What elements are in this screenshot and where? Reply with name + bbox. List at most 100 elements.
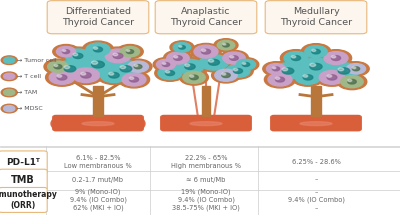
Circle shape [64, 66, 70, 69]
Circle shape [348, 79, 352, 81]
Circle shape [134, 64, 138, 66]
Circle shape [81, 72, 91, 78]
Text: → MDSC: → MDSC [17, 106, 43, 111]
Circle shape [346, 64, 366, 74]
FancyBboxPatch shape [0, 187, 47, 212]
Circle shape [1, 88, 17, 97]
Circle shape [338, 68, 350, 74]
Circle shape [242, 63, 246, 64]
Circle shape [284, 52, 308, 64]
FancyBboxPatch shape [161, 115, 251, 131]
Circle shape [312, 49, 316, 51]
Circle shape [109, 72, 114, 75]
Circle shape [126, 50, 134, 54]
Text: 0.2-1.7 mut/Mb: 0.2-1.7 mut/Mb [72, 177, 124, 183]
Circle shape [217, 40, 235, 50]
Circle shape [92, 61, 98, 64]
Circle shape [53, 45, 79, 59]
Circle shape [264, 71, 296, 88]
Circle shape [273, 63, 303, 79]
Circle shape [49, 71, 75, 84]
Circle shape [332, 56, 336, 58]
Circle shape [327, 75, 337, 80]
Circle shape [55, 61, 85, 77]
Circle shape [109, 72, 119, 78]
Circle shape [155, 65, 185, 81]
Circle shape [282, 68, 294, 74]
Circle shape [295, 71, 321, 84]
Circle shape [120, 46, 140, 57]
Circle shape [173, 58, 207, 76]
Text: 22.2% - 65%
High membranous %: 22.2% - 65% High membranous % [171, 155, 241, 169]
Circle shape [319, 71, 345, 84]
Circle shape [343, 62, 369, 76]
Circle shape [352, 67, 360, 71]
Circle shape [272, 67, 280, 71]
Text: –: – [314, 177, 318, 183]
Circle shape [191, 43, 221, 60]
Circle shape [69, 66, 103, 84]
Text: 6.25% - 28.6%: 6.25% - 28.6% [292, 159, 340, 165]
Text: Medullary
Thyroid Cancer: Medullary Thyroid Cancer [280, 7, 352, 27]
Circle shape [301, 44, 331, 60]
Circle shape [303, 75, 308, 77]
Circle shape [300, 58, 332, 75]
Circle shape [303, 75, 313, 80]
Circle shape [122, 73, 146, 86]
Circle shape [263, 62, 289, 76]
Text: → Tumor cell: → Tumor cell [17, 58, 57, 63]
Circle shape [208, 59, 214, 62]
Circle shape [352, 67, 356, 69]
Text: → TAM: → TAM [17, 90, 38, 95]
Circle shape [57, 75, 62, 77]
Circle shape [233, 58, 259, 71]
Circle shape [54, 64, 62, 69]
Circle shape [337, 74, 367, 90]
Circle shape [124, 59, 152, 74]
Circle shape [316, 69, 348, 86]
Ellipse shape [51, 118, 65, 129]
Circle shape [164, 50, 192, 66]
Circle shape [196, 53, 232, 72]
Circle shape [276, 77, 280, 79]
Text: ≈ 6 mut/Mb: ≈ 6 mut/Mb [186, 177, 226, 183]
Circle shape [4, 89, 15, 95]
Text: TMB: TMB [11, 175, 35, 184]
FancyBboxPatch shape [271, 115, 361, 131]
FancyBboxPatch shape [155, 1, 257, 34]
Circle shape [1, 104, 17, 113]
Circle shape [282, 68, 288, 71]
Circle shape [64, 66, 76, 72]
Text: PD-L1ᵀ: PD-L1ᵀ [6, 158, 40, 167]
Circle shape [234, 69, 238, 71]
FancyBboxPatch shape [47, 1, 149, 34]
Circle shape [56, 46, 76, 57]
Circle shape [111, 61, 141, 77]
Circle shape [94, 47, 98, 49]
Circle shape [292, 56, 300, 60]
Circle shape [202, 49, 210, 54]
Circle shape [222, 73, 230, 78]
Circle shape [223, 43, 226, 45]
Circle shape [312, 49, 320, 54]
Ellipse shape [131, 118, 145, 129]
Circle shape [223, 63, 253, 79]
Circle shape [185, 64, 190, 66]
Circle shape [325, 61, 363, 81]
Circle shape [202, 49, 206, 51]
Circle shape [310, 63, 322, 70]
Circle shape [102, 47, 134, 65]
Circle shape [215, 69, 237, 81]
Circle shape [327, 75, 332, 77]
Circle shape [332, 56, 340, 60]
Circle shape [180, 70, 208, 85]
FancyBboxPatch shape [0, 169, 47, 190]
Text: Immunotherapy
(ORR): Immunotherapy (ORR) [0, 190, 58, 210]
Circle shape [117, 45, 143, 59]
Circle shape [212, 68, 240, 83]
Circle shape [269, 61, 307, 81]
Circle shape [236, 59, 256, 70]
Circle shape [82, 41, 114, 58]
Circle shape [153, 58, 179, 71]
Circle shape [305, 46, 327, 58]
